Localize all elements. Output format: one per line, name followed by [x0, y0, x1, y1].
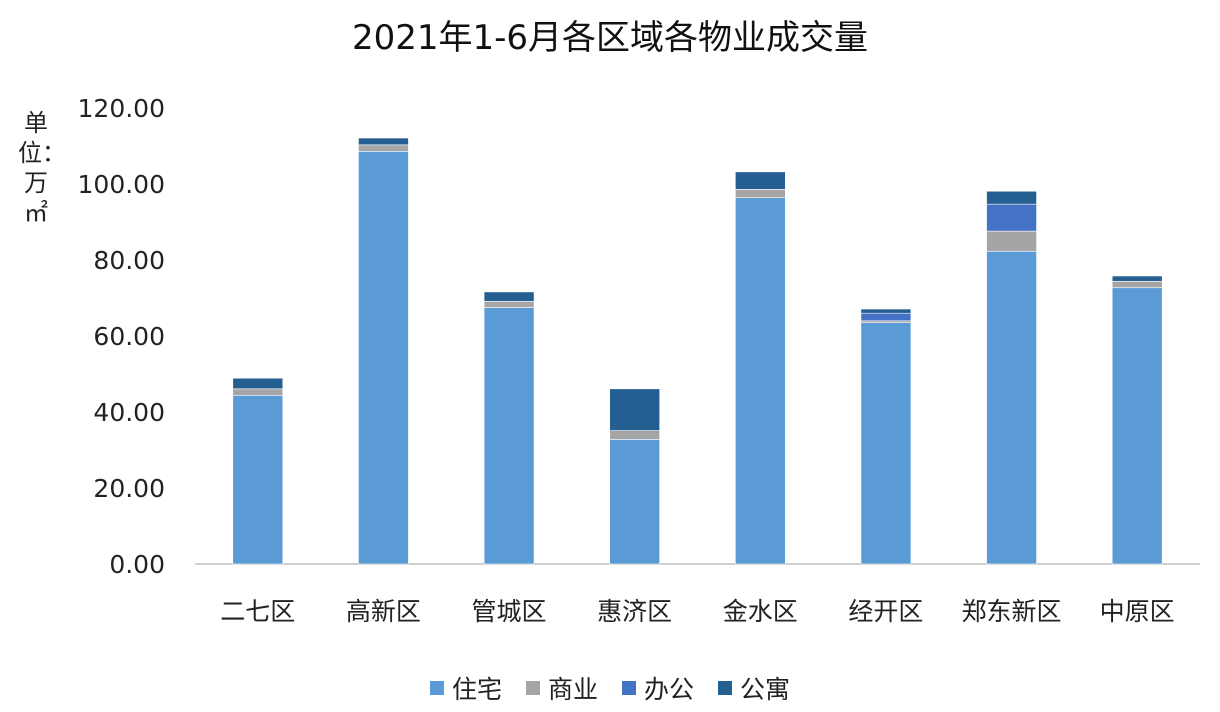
- legend-label: 商业: [547, 675, 598, 704]
- bar-segment-公寓: [735, 171, 786, 190]
- legend-swatch: [622, 681, 636, 695]
- legend-item: 商业: [525, 670, 598, 706]
- x-tick-label: 管城区: [472, 597, 547, 626]
- bar-segment-办公: [860, 312, 912, 322]
- bar-segment-住宅: [609, 439, 660, 565]
- bar-segment-商业: [735, 189, 786, 198]
- bar-segment-住宅: [232, 394, 284, 565]
- x-tick-label: 二七区: [220, 597, 295, 626]
- bar-segment-公寓: [609, 388, 660, 431]
- legend-item: 公寓: [718, 670, 790, 706]
- y-tick-label: 40.00: [93, 398, 165, 427]
- bar-segment-公寓: [986, 190, 1037, 205]
- bar-segment-公寓: [483, 291, 535, 302]
- y-tick-label: 60.00: [93, 322, 165, 351]
- bar-segment-商业: [1111, 280, 1163, 289]
- y-tick-label: 80.00: [93, 246, 165, 275]
- x-tick-label: 高新区: [346, 597, 421, 626]
- bar-segment-商业: [232, 388, 284, 396]
- legend-label: 办公: [644, 675, 695, 704]
- bar-segment-住宅: [1111, 287, 1163, 565]
- bar-segment-住宅: [483, 307, 535, 565]
- bar-segment-公寓: [1111, 275, 1163, 282]
- bar-segment-办公: [986, 203, 1037, 232]
- x-tick-label: 经开区: [848, 597, 923, 626]
- bar-segment-商业: [358, 144, 409, 152]
- legend-swatch: [525, 681, 540, 695]
- bar-segment-公寓: [860, 308, 912, 314]
- chart-title: 2021年1-6月各区域各物业成交量: [351, 18, 869, 58]
- legend-label: 住宅: [451, 675, 502, 704]
- x-tick-label: 金水区: [723, 597, 798, 626]
- legend: 住宅 商业 办公 公寓: [0, 670, 1220, 706]
- legend-swatch: [429, 681, 444, 695]
- bar-segment-住宅: [735, 197, 786, 565]
- legend-swatch: [718, 681, 733, 695]
- bar-segment-住宅: [986, 250, 1037, 565]
- legend-item: 住宅: [429, 670, 502, 706]
- y-tick-label: 20.00: [93, 474, 165, 503]
- x-tick-label: 惠济区: [597, 597, 672, 626]
- y-tick-label: 120.00: [78, 94, 165, 123]
- bar-segment-住宅: [860, 322, 912, 565]
- bar-segment-商业: [986, 230, 1037, 252]
- bar-segment-公寓: [358, 137, 409, 146]
- x-tick-label: 郑东新区: [962, 597, 1062, 626]
- x-tick-label: 中原区: [1100, 597, 1175, 626]
- y-tick-label: 100.00: [78, 170, 165, 199]
- bar-segment-商业: [609, 430, 660, 440]
- legend-item: 办公: [622, 670, 694, 706]
- bar-segment-公寓: [232, 377, 284, 390]
- y-tick-label: 0.00: [109, 550, 165, 579]
- legend-label: 公寓: [740, 675, 791, 704]
- bar-segment-住宅: [358, 151, 409, 565]
- bar-segment-商业: [483, 301, 535, 308]
